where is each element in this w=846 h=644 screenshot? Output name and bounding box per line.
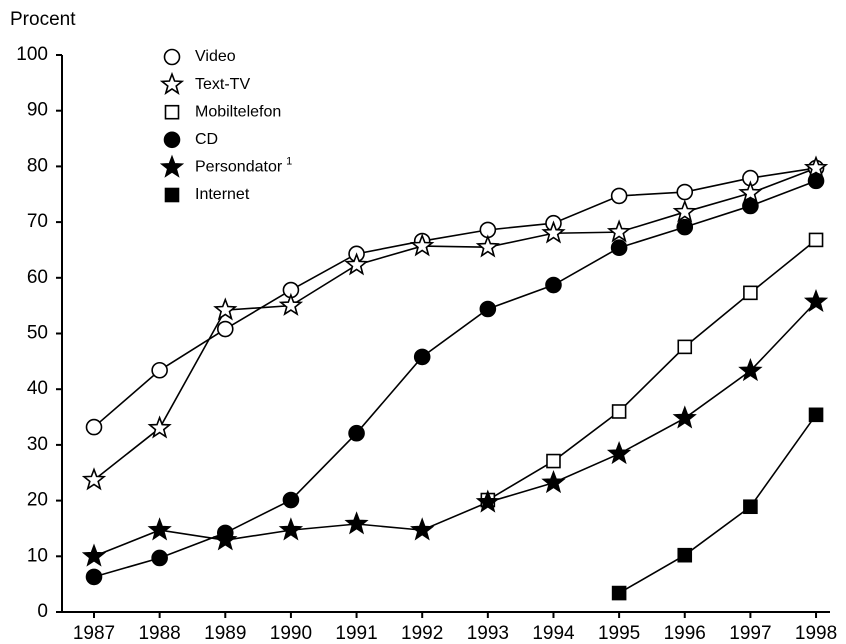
point: [743, 285, 758, 301]
series-line: [93, 167, 817, 481]
legend-marker: [163, 48, 181, 66]
legend-label: Persondator: [195, 159, 283, 176]
point: [479, 300, 497, 318]
point: [147, 517, 172, 541]
point: [344, 511, 369, 535]
point: [541, 220, 566, 244]
point: [151, 549, 168, 567]
y-tick-label: 90: [27, 100, 48, 121]
series-line: [487, 239, 817, 501]
point: [738, 180, 763, 204]
x-tick-label: 1998: [795, 623, 837, 644]
point: [610, 239, 628, 257]
point: [545, 276, 562, 294]
legend-marker: [163, 131, 181, 149]
series-line: [93, 180, 817, 578]
point: [278, 292, 304, 316]
point: [743, 499, 758, 515]
point: [611, 404, 627, 419]
point: [677, 547, 693, 563]
point: [676, 218, 694, 236]
point: [606, 219, 632, 243]
point: [676, 183, 694, 201]
point: [410, 517, 435, 541]
legend-footnote: 1: [286, 155, 292, 167]
point: [81, 543, 107, 567]
point: [475, 234, 500, 258]
legend-marker: [159, 154, 185, 178]
point: [413, 348, 431, 366]
point: [808, 232, 824, 248]
point: [278, 517, 304, 541]
x-tick-label: 1997: [729, 623, 771, 644]
x-tick-label: 1988: [138, 623, 180, 644]
point: [410, 233, 435, 257]
legend-marker: [164, 187, 180, 203]
x-tick-label: 1991: [335, 623, 377, 644]
point: [808, 407, 824, 423]
y-axis-label: Procent: [10, 9, 76, 30]
point: [147, 415, 172, 439]
legend-label: CD: [195, 131, 218, 148]
x-tick-label: 1996: [664, 623, 706, 644]
x-tick-label: 1989: [204, 623, 246, 644]
point: [348, 424, 365, 442]
y-tick-label: 80: [27, 155, 48, 176]
point: [807, 172, 825, 190]
point: [672, 405, 697, 429]
point: [213, 297, 238, 321]
point: [541, 470, 566, 494]
legend-label: Text-TV: [195, 76, 250, 93]
x-tick-label: 1995: [598, 623, 640, 644]
y-tick-label: 30: [27, 434, 48, 455]
x-tick-label: 1990: [270, 623, 312, 644]
point: [85, 568, 103, 586]
point: [546, 453, 561, 469]
point: [81, 467, 107, 491]
legend-label: Internet: [195, 186, 250, 203]
point: [606, 441, 632, 465]
y-tick-label: 40: [27, 378, 48, 399]
legend-label: Mobiltelefon: [195, 103, 281, 120]
series-line: [93, 301, 817, 558]
y-tick-label: 50: [27, 323, 48, 344]
point: [151, 361, 168, 379]
y-tick-label: 20: [27, 490, 48, 511]
y-tick-label: 70: [27, 211, 48, 232]
point: [672, 199, 697, 223]
point: [85, 418, 103, 436]
point: [803, 289, 829, 313]
x-tick-label: 1987: [73, 623, 115, 644]
point: [475, 489, 500, 513]
point: [282, 491, 300, 509]
y-tick-label: 60: [27, 267, 48, 288]
point: [803, 155, 829, 179]
point: [344, 252, 369, 276]
x-tick-label: 1993: [467, 623, 509, 644]
legend-marker: [159, 71, 185, 95]
point: [610, 187, 628, 205]
point: [216, 320, 234, 338]
y-tick-label: 0: [37, 601, 48, 622]
y-tick-label: 10: [27, 545, 48, 566]
x-tick-label: 1992: [401, 623, 443, 644]
point: [213, 527, 238, 551]
y-tick-label: 100: [16, 44, 48, 65]
x-tick-label: 1994: [532, 623, 575, 644]
point: [738, 358, 763, 382]
point: [677, 339, 693, 355]
series-line: [618, 414, 817, 594]
point: [611, 585, 627, 601]
series-line: [93, 167, 817, 428]
point: [742, 197, 759, 215]
legend-label: Video: [195, 48, 236, 65]
legend-marker: [164, 104, 180, 120]
